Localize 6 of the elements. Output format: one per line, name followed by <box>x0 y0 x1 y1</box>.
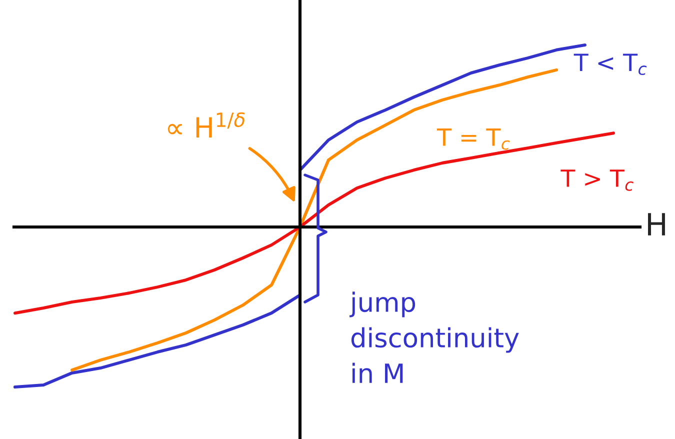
series-label: T = T$_{c}$ <box>436 128 510 150</box>
series-label: T < T$_{c}$ <box>574 54 647 76</box>
x-axis-title: H <box>648 213 665 236</box>
series-label: T > T$_{c}$ <box>560 170 634 191</box>
annotation: jump discontinuity in M <box>350 292 519 383</box>
annotation: ∝ H$^{1/δ}$ <box>168 112 245 138</box>
